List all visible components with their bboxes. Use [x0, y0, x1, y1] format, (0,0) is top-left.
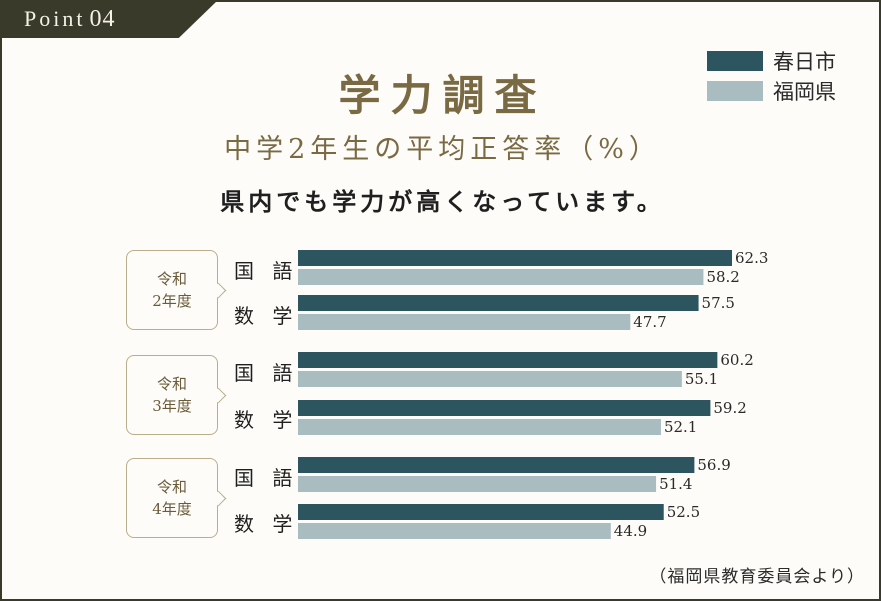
value-label-fukuoka-0: 58.2 — [706, 268, 739, 286]
year-box-r2: 令和 2年度 — [126, 250, 218, 330]
point-word: Point — [24, 6, 86, 31]
bar-kasuga-1 — [298, 295, 699, 311]
subject-label-kokugo: 国 語 — [234, 259, 299, 283]
subject-label-sugaku: 数 学 — [234, 512, 299, 536]
year-box-r4: 令和 4年度 — [126, 458, 218, 538]
bar-fukuoka-2 — [298, 371, 682, 387]
source-note: （福岡県教育委員会より） — [649, 567, 865, 587]
value-label-fukuoka-1: 47.7 — [633, 313, 666, 331]
legend-swatch-kasuga — [707, 51, 763, 71]
point-tab: Point 04 — [0, 0, 218, 38]
year-label: 2年度 — [152, 292, 192, 310]
subject-label-kokugo: 国 語 — [234, 466, 299, 490]
year-box-r3: 令和 3年度 — [126, 355, 218, 435]
value-label-kasuga-2: 60.2 — [720, 351, 753, 369]
year-era: 令和 — [156, 270, 187, 288]
title-block: 学力調査 中学2年生の平均正答率（%） — [2, 62, 881, 166]
bar-fukuoka-5 — [298, 523, 611, 539]
value-label-kasuga-0: 62.3 — [735, 249, 768, 267]
value-label-kasuga-3: 59.2 — [713, 399, 746, 417]
bar-fukuoka-4 — [298, 476, 657, 492]
bar-fukuoka-0 — [298, 269, 704, 285]
legend-label-fukuoka: 福岡県 — [773, 80, 836, 104]
bar-fukuoka-3 — [298, 419, 661, 435]
subject-label-sugaku: 数 学 — [234, 304, 299, 328]
chart-subtitle: 中学2年生の平均正答率（%） — [224, 134, 661, 165]
subject-label-kokugo: 国 語 — [234, 361, 299, 385]
year-label: 3年度 — [152, 397, 192, 415]
chart-title: 学力調査 — [338, 71, 547, 120]
year-label: 4年度 — [152, 500, 192, 518]
legend: 春日市 福岡県 — [707, 47, 836, 107]
legend-item-kasuga: 春日市 — [707, 47, 836, 75]
value-label-fukuoka-4: 51.4 — [659, 475, 692, 493]
legend-item-fukuoka: 福岡県 — [707, 77, 836, 105]
point-number: 04 — [89, 6, 116, 32]
bar-kasuga-2 — [298, 352, 718, 368]
value-label-fukuoka-2: 55.1 — [685, 370, 718, 388]
bar-kasuga-5 — [298, 504, 664, 520]
value-label-fukuoka-3: 52.1 — [664, 418, 697, 436]
value-label-fukuoka-5: 44.9 — [614, 522, 647, 540]
value-label-kasuga-5: 52.5 — [667, 503, 700, 521]
value-label-kasuga-4: 56.9 — [697, 456, 730, 474]
subject-label-sugaku: 数 学 — [234, 408, 299, 432]
year-era: 令和 — [156, 478, 187, 496]
bar-kasuga-0 — [298, 250, 732, 266]
caption: 県内でも学力が高くなっています。 — [220, 187, 665, 216]
bar-kasuga-3 — [298, 400, 711, 416]
legend-swatch-fukuoka — [707, 81, 763, 101]
legend-label-kasuga: 春日市 — [773, 50, 836, 74]
value-label-kasuga-1: 57.5 — [702, 294, 735, 312]
bar-fukuoka-1 — [298, 314, 631, 330]
year-era: 令和 — [156, 375, 187, 393]
bar-kasuga-4 — [298, 457, 695, 473]
